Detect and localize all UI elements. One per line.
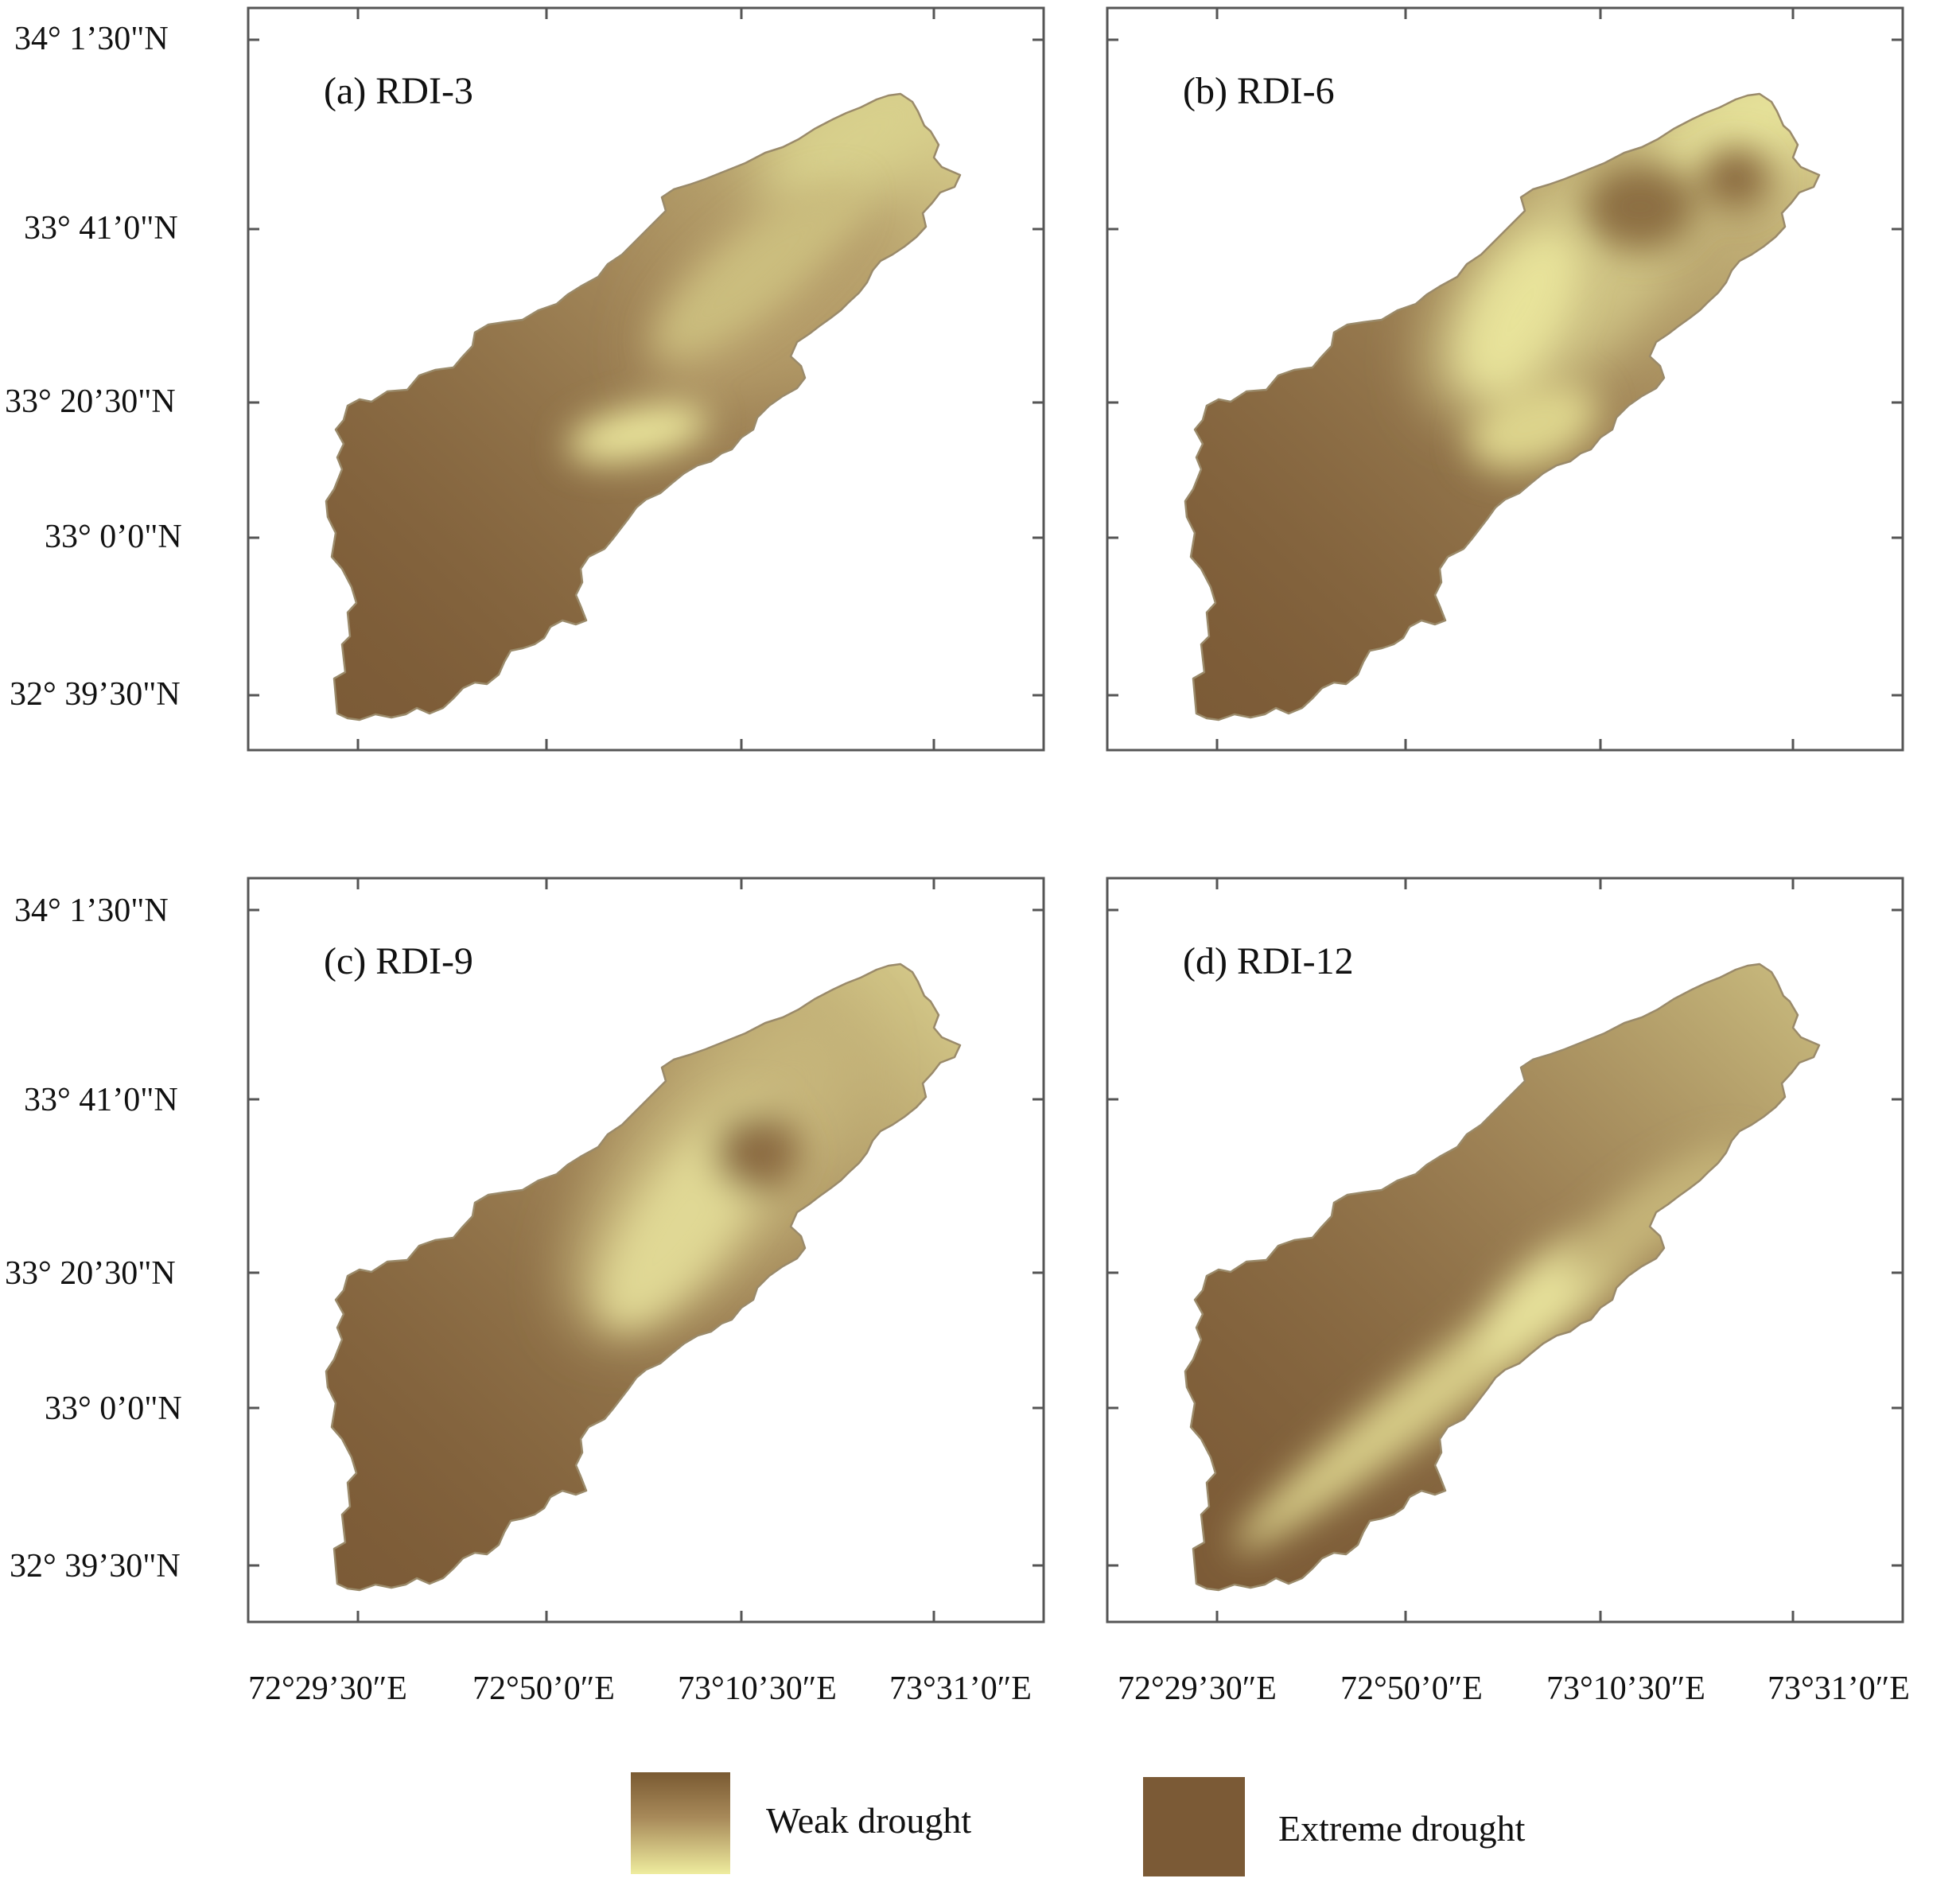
legend-weak-label: Weak drought <box>766 1800 971 1841</box>
panel-d-label: (d) RDI-12 <box>1183 940 1354 982</box>
lon-label: 73°10’30″E <box>1546 1670 1705 1707</box>
panel-c-drought-surface <box>326 964 960 1590</box>
panel-d-drought-surface <box>1185 964 1819 1590</box>
lat-label: 34° 1’30"N <box>14 892 169 929</box>
panel-a-drought-surface <box>326 94 960 720</box>
panel-b-drought-surface <box>1185 94 1819 720</box>
lat-label: 32° 39’30"N <box>10 1548 181 1585</box>
latitude-labels-bottom: 34° 1’30"N 33° 41’0"N 33° 20’30"N 33° 0’… <box>5 892 182 1585</box>
panel-b-label: (b) RDI-6 <box>1183 70 1335 112</box>
panel-d: (d) RDI-12 <box>1106 877 1904 1624</box>
lon-label: 72°29’30″E <box>1118 1670 1277 1707</box>
panel-a: (a) RDI-3 <box>247 6 1045 752</box>
legend-extreme-label: Extreme drought <box>1278 1808 1526 1849</box>
legend-extreme-swatch <box>1143 1777 1245 1876</box>
longitude-labels-left: 72°29’30″E 72°50’0″E 73°10’30″E 73°31’0″… <box>248 1670 1032 1707</box>
panel-c: (c) RDI-9 <box>247 877 1045 1624</box>
panel-a-label: (a) RDI-3 <box>324 70 473 112</box>
legend: Weak drought Extreme drought <box>631 1772 1526 1876</box>
legend-weak-swatch <box>631 1772 730 1874</box>
lat-label: 33° 41’0"N <box>24 210 178 247</box>
latitude-labels-top: 34° 1’30"N 33° 41’0"N 33° 20’30"N 33° 0’… <box>5 21 182 713</box>
lat-label: 33° 0’0"N <box>45 1390 182 1427</box>
panel-b-frame <box>1106 6 1904 752</box>
panel-a-frame <box>247 6 1045 752</box>
lat-label: 33° 41’0"N <box>24 1082 178 1118</box>
lon-label: 72°29’30″E <box>248 1670 407 1707</box>
panel-d-frame <box>1106 877 1904 1624</box>
longitude-labels-right: 72°29’30″E 72°50’0″E 73°10’30″E 73°31’0″… <box>1118 1670 1910 1707</box>
lon-label: 72°50’0″E <box>1340 1670 1483 1707</box>
lat-label: 33° 0’0"N <box>45 519 182 555</box>
panel-c-frame <box>247 877 1045 1624</box>
panel-b: (b) RDI-6 <box>1106 6 1904 752</box>
lon-label: 72°50’0″E <box>472 1670 615 1707</box>
lat-label: 34° 1’30"N <box>14 21 169 57</box>
lon-label: 73°10’30″E <box>678 1670 837 1707</box>
lon-label: 73°31’0″E <box>1768 1670 1910 1707</box>
lat-label: 32° 39’30"N <box>10 676 181 713</box>
lon-label: 73°31’0″E <box>889 1670 1032 1707</box>
lat-label: 33° 20’30"N <box>5 383 176 420</box>
axis-ticks <box>248 8 1903 1622</box>
panel-c-label: (c) RDI-9 <box>324 940 473 982</box>
lat-label: 33° 20’30"N <box>5 1255 176 1292</box>
